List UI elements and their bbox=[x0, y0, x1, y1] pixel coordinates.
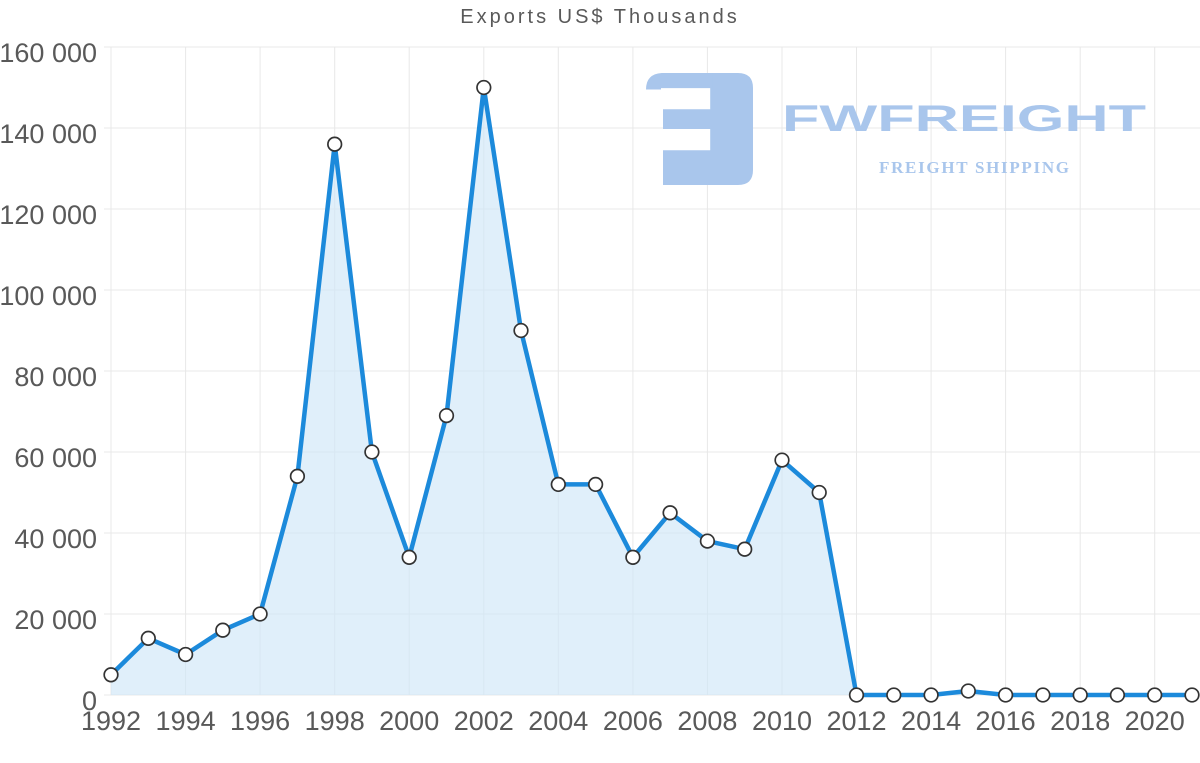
svg-text:FWFREIGHT: FWFREIGHT bbox=[782, 98, 1147, 139]
svg-text:FREIGHT SHIPPING: FREIGHT SHIPPING bbox=[879, 158, 1071, 177]
